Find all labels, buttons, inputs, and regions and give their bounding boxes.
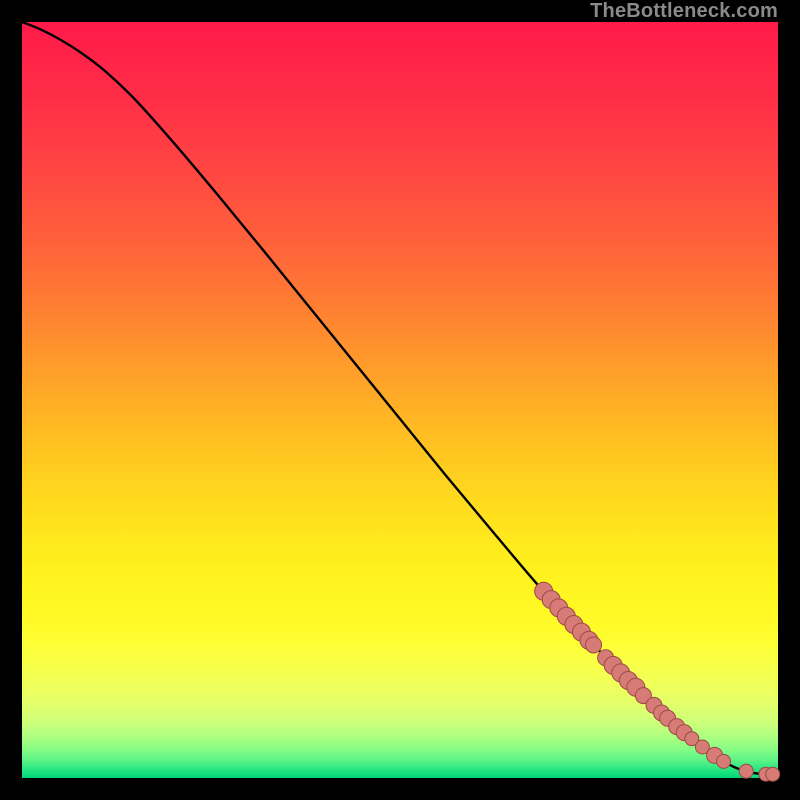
watermark-text: TheBottleneck.com (590, 0, 778, 23)
bottleneck-chart (0, 0, 800, 800)
plot-background (22, 22, 778, 778)
marker-point (586, 637, 602, 653)
marker-point (739, 764, 753, 778)
marker-point (717, 754, 731, 768)
marker-point (766, 767, 780, 781)
chart-stage: TheBottleneck.com (0, 0, 800, 800)
